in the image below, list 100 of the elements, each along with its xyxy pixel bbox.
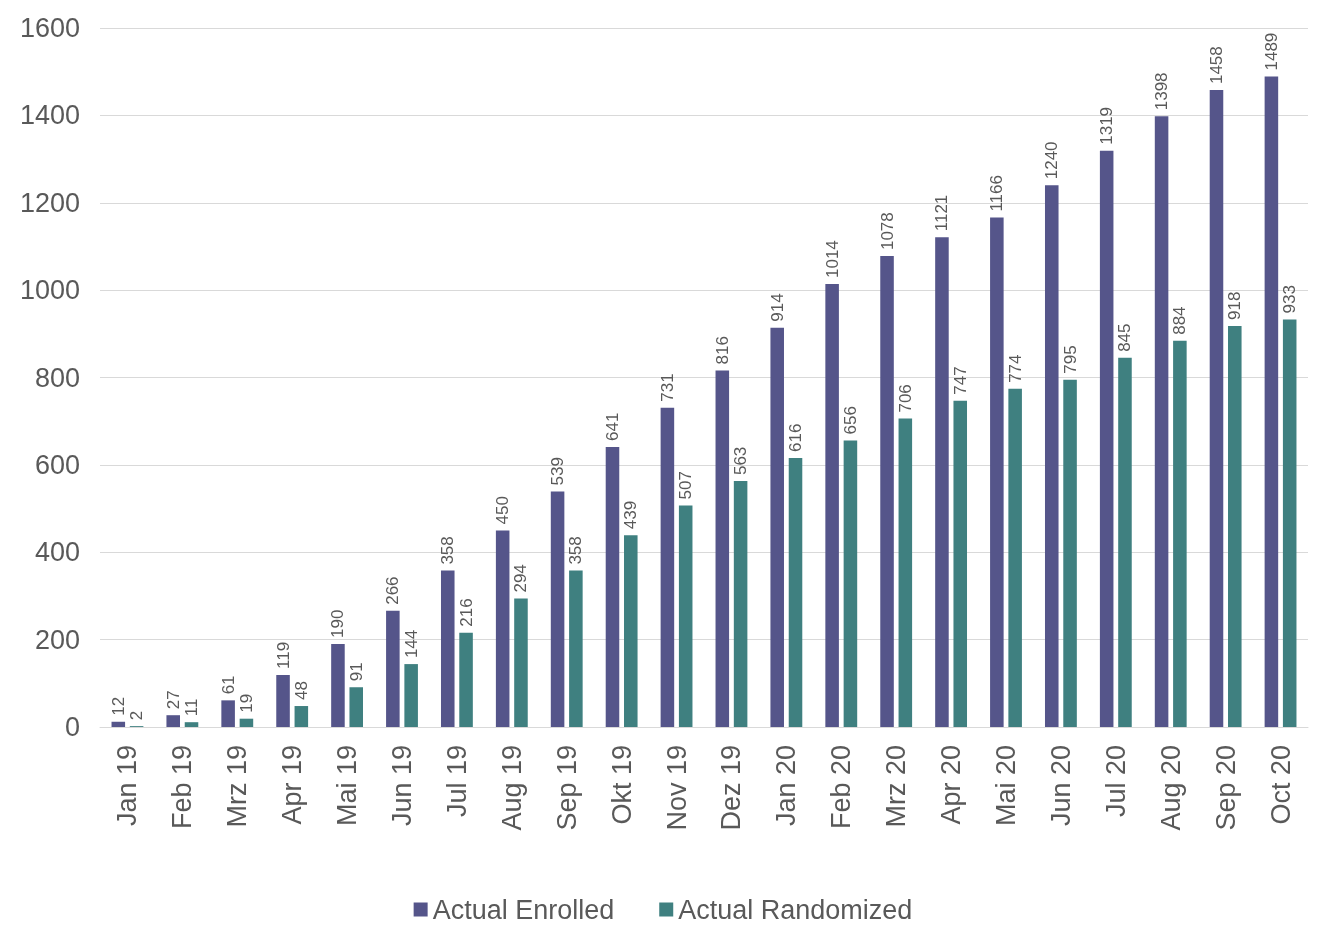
data-label: 358	[438, 536, 458, 565]
data-label: 48	[291, 681, 311, 701]
x-tick-label: Okt 19	[606, 745, 637, 825]
data-label: 795	[1060, 345, 1080, 374]
data-label: 706	[895, 384, 915, 413]
legend-label: Actual Randomized	[678, 894, 913, 925]
x-tick-label: Sep 19	[551, 745, 582, 831]
data-label: 1458	[1206, 46, 1226, 85]
x-tick-label: Jun 19	[387, 745, 417, 827]
data-label: 12	[108, 696, 128, 716]
bar	[239, 718, 254, 727]
x-tick-label: Jul 20	[1100, 745, 1131, 818]
x-tick-label: Jan 19	[112, 745, 143, 827]
legend-label: Actual Enrolled	[432, 894, 615, 925]
bar	[1209, 90, 1224, 727]
data-label: 616	[786, 423, 806, 452]
y-tick-label: 1400	[19, 100, 80, 131]
bar	[569, 570, 583, 727]
data-label: 1078	[877, 212, 897, 251]
bar	[733, 481, 748, 727]
bar	[349, 687, 364, 727]
data-label: 1489	[1261, 32, 1281, 71]
bar	[1282, 319, 1297, 727]
bar	[953, 400, 968, 727]
data-label: 845	[1115, 323, 1135, 352]
bar	[459, 632, 473, 727]
data-label: 1398	[1152, 72, 1172, 111]
bar	[166, 715, 180, 727]
data-label: 563	[731, 446, 751, 476]
bar	[1118, 357, 1132, 727]
data-label: 190	[328, 609, 348, 638]
data-label: 61	[218, 675, 238, 695]
bar	[404, 664, 418, 727]
y-tick-label: 0	[64, 712, 80, 742]
bar	[495, 530, 510, 727]
data-label: 914	[767, 293, 787, 322]
y-tick-label: 200	[34, 624, 80, 655]
data-label: 439	[621, 500, 641, 530]
bar	[184, 722, 199, 727]
bar	[935, 237, 949, 727]
bar	[990, 217, 1004, 727]
bar	[605, 446, 620, 727]
bar	[770, 327, 784, 727]
x-tick-label: Nov 19	[661, 745, 692, 831]
data-label: 2	[127, 710, 147, 721]
bar	[1228, 325, 1242, 727]
bar	[331, 643, 345, 727]
x-tick-label: Mai 20	[991, 745, 1021, 827]
x-tick-label: Apr 19	[277, 745, 308, 825]
bar	[880, 256, 894, 727]
data-label: 19	[236, 693, 256, 713]
bar	[788, 457, 803, 727]
bar	[843, 440, 858, 727]
bar	[678, 505, 693, 727]
data-label: 1014	[822, 240, 842, 279]
data-label: 27	[163, 690, 183, 710]
bar	[514, 598, 528, 727]
data-label: 1121	[932, 194, 952, 232]
data-label: 266	[383, 576, 403, 605]
x-tick-label: Feb 20	[826, 745, 857, 830]
x-tick-label: Dez 19	[716, 745, 747, 831]
bar	[898, 418, 913, 727]
bar	[1154, 116, 1169, 727]
bar	[294, 706, 309, 727]
data-label: 294	[511, 564, 531, 593]
data-label: 1240	[1042, 141, 1062, 180]
data-label: 450	[493, 496, 513, 525]
x-tick-label: Mai 19	[332, 745, 363, 827]
x-tick-label: Mrz 20	[881, 745, 912, 828]
y-tick-label: 1600	[19, 13, 80, 43]
bar	[715, 370, 730, 727]
x-tick-label: Jul 19	[441, 745, 472, 818]
bar	[276, 675, 290, 727]
x-tick-label: Sep 20	[1210, 745, 1241, 831]
data-label: 747	[950, 366, 970, 395]
data-label: 774	[1005, 354, 1025, 383]
bar	[1063, 379, 1077, 727]
x-tick-label: Aug 20	[1155, 745, 1186, 831]
x-tick-label: Aug 19	[496, 745, 527, 831]
data-label: 507	[676, 471, 696, 500]
bar	[660, 407, 675, 727]
data-label: 918	[1225, 291, 1245, 320]
data-label: 884	[1170, 306, 1190, 335]
data-label: 119	[273, 641, 293, 670]
bar	[1008, 388, 1022, 727]
bar	[550, 491, 565, 727]
data-label: 816	[712, 336, 732, 365]
y-tick-label: 1000	[19, 275, 80, 306]
x-tick-label: Jun 20	[1045, 745, 1076, 827]
x-tick-label: Mrz 19	[222, 745, 253, 828]
bar	[440, 570, 455, 727]
x-tick-label: Feb 19	[167, 745, 198, 830]
bar	[386, 610, 400, 727]
bar	[825, 284, 839, 727]
x-tick-label: Apr 20	[936, 745, 967, 825]
data-label: 1166	[987, 175, 1007, 212]
y-tick-label: 1200	[19, 187, 80, 218]
data-label: 656	[840, 406, 860, 435]
bar	[624, 535, 638, 727]
bar	[1099, 150, 1114, 727]
